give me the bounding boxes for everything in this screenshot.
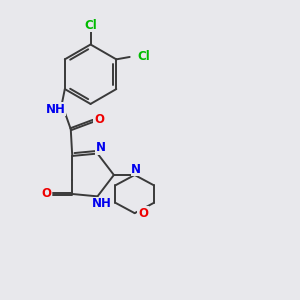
Text: NH: NH bbox=[92, 197, 112, 210]
Text: O: O bbox=[94, 113, 104, 126]
Text: NH: NH bbox=[46, 103, 66, 116]
Text: O: O bbox=[41, 188, 51, 200]
Text: Cl: Cl bbox=[137, 50, 150, 64]
Text: O: O bbox=[138, 207, 148, 220]
Text: N: N bbox=[131, 163, 141, 176]
Text: N: N bbox=[95, 141, 106, 154]
Text: Cl: Cl bbox=[84, 19, 97, 32]
